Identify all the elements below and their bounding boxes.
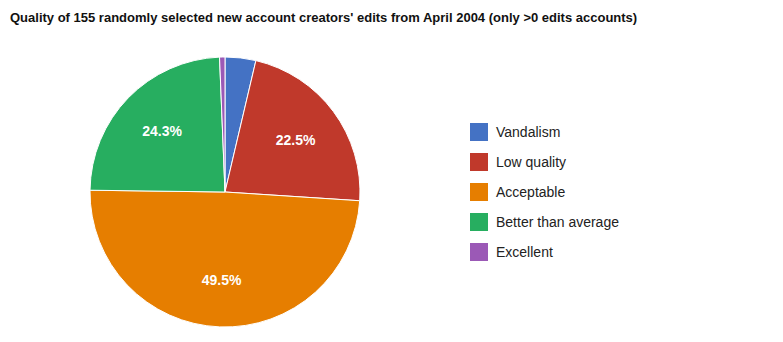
legend-label: Acceptable [496,184,565,200]
legend-item: Vandalism [470,123,560,141]
legend-label: Low quality [496,154,566,170]
chart: Quality of 155 randomly selected new acc… [0,0,783,342]
legend-item: Excellent [470,243,553,261]
legend-label: Better than average [496,214,619,230]
data-label: 22.5% [276,132,316,148]
pie-slice [90,57,225,192]
legend-item: Low quality [470,153,566,171]
legend-swatch [470,153,488,171]
title: Quality of 155 randomly selected new acc… [10,10,637,25]
legend-label: Excellent [496,244,553,260]
data-label: 24.3% [142,123,182,139]
legend-label: Vandalism [496,124,560,140]
legend-swatch [470,183,488,201]
legend-swatch [470,213,488,231]
pie: 22.5% 49.5% 24.3% [90,57,360,327]
legend-item: Better than average [470,213,619,231]
pie-slice [225,61,360,201]
data-label: 49.5% [202,272,242,288]
pie-slice [220,57,225,192]
legend: Vandalism Low quality Acceptable Better tha… [470,123,619,261]
legend-swatch [470,243,488,261]
legend-item: Acceptable [470,183,565,201]
legend-swatch [470,123,488,141]
pie-slice [90,190,360,327]
